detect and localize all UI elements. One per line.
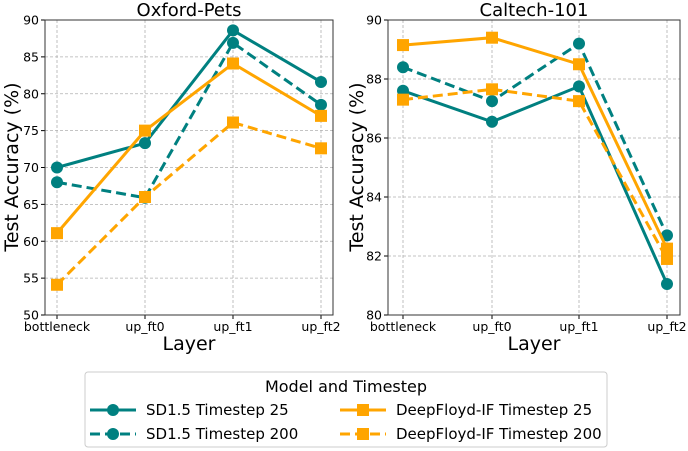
data-point (573, 58, 585, 71)
legend-title: Model and Timestep (265, 377, 427, 396)
legend-marker (357, 428, 369, 440)
data-point (315, 98, 327, 111)
y-tick-label: 90 (23, 13, 39, 28)
data-point (397, 39, 409, 52)
x-tick-label: up_ft1 (559, 319, 598, 334)
data-point (315, 109, 327, 122)
y-axis-label: Test Accuracy (%) (346, 82, 368, 252)
data-point (227, 116, 239, 129)
series-line-0 (402, 84, 669, 285)
legend-label: SD1.5 Timestep 25 (146, 401, 289, 419)
x-tick-label: up_ft1 (213, 319, 252, 334)
data-point (573, 37, 585, 50)
data-point (315, 75, 327, 88)
x-tick-label: up_ft0 (125, 319, 164, 334)
data-point (397, 61, 409, 74)
panel-oxford-pets: Oxford-Pets Layer Test Accuracy (%) 50 55… (1, 0, 341, 355)
x-tick-label: up_ft0 (472, 319, 511, 334)
legend: Model and Timestep SD1.5 Timestep 25 SD1.… (84, 371, 608, 448)
data-point (661, 229, 673, 242)
series-line-3 (402, 87, 669, 260)
series-line-2 (402, 36, 669, 250)
x-tick-label: up_ft2 (647, 319, 686, 334)
y-tick-label: 55 (23, 271, 39, 286)
y-tick-label: 84 (366, 190, 382, 205)
data-point (139, 137, 151, 150)
y-tick-label: 80 (366, 308, 382, 323)
series-line-2 (55, 61, 322, 235)
data-point (51, 278, 63, 291)
series-line-1 (402, 41, 669, 236)
plot-area (387, 19, 681, 316)
legend-label: DeepFloyd-IF Timestep 25 (396, 401, 592, 419)
panel-title: Oxford-Pets (137, 0, 242, 21)
series-line-1 (56, 40, 322, 200)
panel-title: Caltech-101 (480, 0, 589, 21)
data-point (51, 176, 63, 189)
y-tick-label: 90 (366, 13, 382, 28)
legend-marker (107, 428, 119, 440)
data-point (486, 83, 498, 96)
y-tick-label: 70 (23, 160, 39, 175)
data-point (573, 80, 585, 93)
y-tick-label: 60 (23, 234, 39, 249)
data-point (661, 278, 673, 291)
y-tick-label: 82 (366, 249, 382, 264)
data-point (51, 161, 63, 174)
y-tick-label: 50 (23, 308, 39, 323)
series-line-3 (55, 120, 322, 286)
data-point (227, 57, 239, 70)
x-tick-label: bottleneck (24, 319, 91, 334)
x-tick-label: up_ft2 (301, 319, 340, 334)
data-point (227, 36, 239, 49)
panel-caltech-101: Caltech-101 Layer Test Accuracy (%) 80 82… (346, 0, 687, 355)
legend-label: SD1.5 Timestep 200 (146, 425, 298, 443)
x-axis-label: Layer (508, 333, 561, 355)
data-point (486, 115, 498, 128)
x-tick-label: bottleneck (370, 319, 437, 334)
y-tick-label: 65 (23, 197, 39, 212)
legend-marker (357, 404, 369, 416)
data-point (227, 24, 239, 37)
data-point (486, 95, 498, 108)
data-point (573, 95, 585, 108)
y-tick-label: 86 (366, 131, 382, 146)
plot-area (44, 19, 334, 316)
data-point (315, 142, 327, 155)
y-tick-label: 88 (366, 72, 382, 87)
y-tick-label: 80 (23, 86, 39, 101)
data-point (139, 191, 151, 203)
series-line-0 (56, 28, 322, 169)
data-point (51, 227, 63, 240)
x-axis-label: Layer (163, 333, 216, 355)
y-tick-label: 85 (23, 49, 39, 64)
y-tick-label: 75 (23, 123, 39, 138)
y-axis-label: Test Accuracy (%) (1, 82, 23, 252)
legend-label: DeepFloyd-IF Timestep 200 (396, 425, 602, 443)
data-point (661, 252, 673, 265)
data-point (397, 93, 409, 106)
data-point (139, 124, 151, 137)
data-point (486, 31, 498, 44)
legend-marker (107, 404, 119, 416)
